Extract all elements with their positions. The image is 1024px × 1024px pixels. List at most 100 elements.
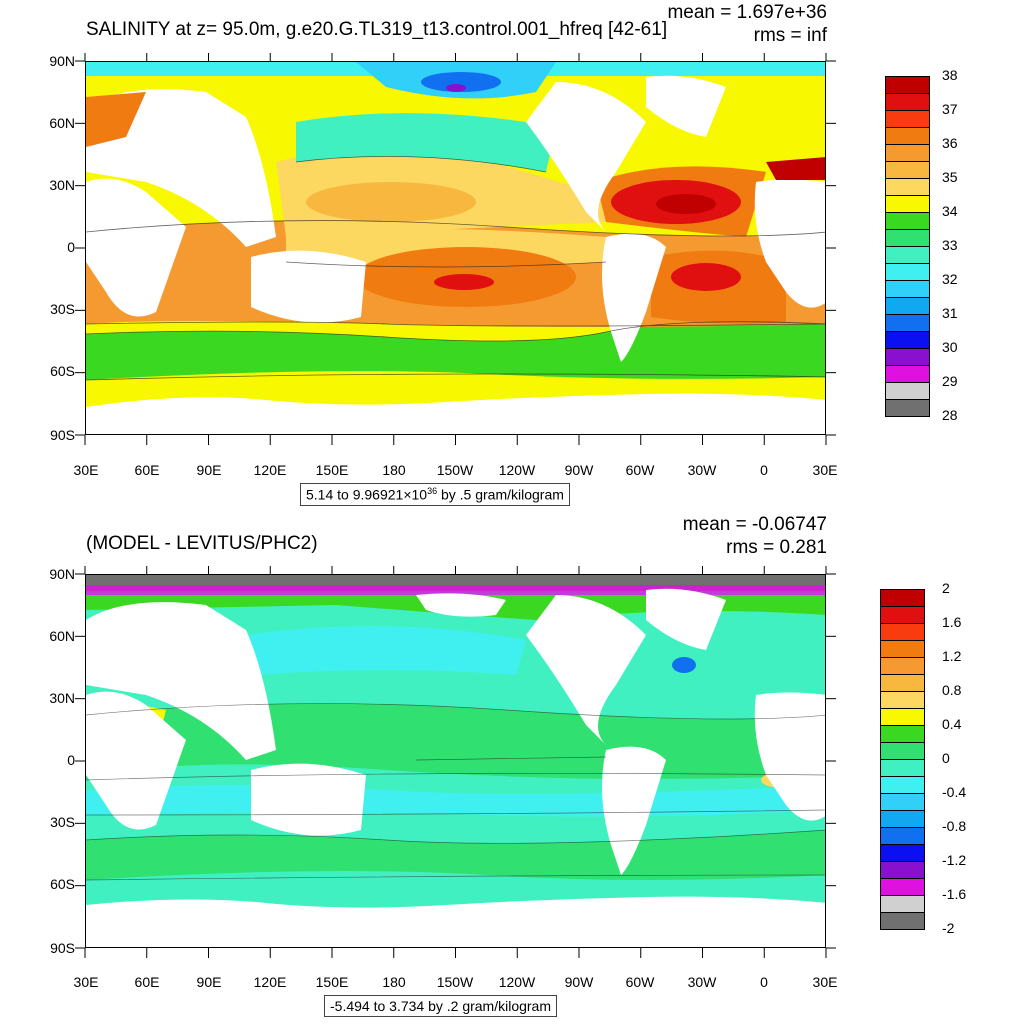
lon-label: 60W	[625, 462, 655, 478]
colorbar-cell	[880, 708, 925, 726]
colorbar-cell	[885, 399, 930, 417]
colorbar-label: 0	[942, 750, 950, 766]
colorbar-cell	[885, 348, 930, 366]
colorbar-cell	[885, 212, 930, 230]
lon-label: 150W	[436, 974, 474, 990]
colorbar-cell	[885, 382, 930, 400]
lat-label: 90N	[49, 566, 75, 582]
lon-label: 30W	[687, 462, 717, 478]
colorbar-label: -0.4	[942, 784, 967, 800]
lon-label: 180	[382, 974, 406, 990]
lon-label: 0	[760, 462, 768, 478]
salinity-panel: SALINITY at z= 95.0m, g.e20.G.TL319_t13.…	[49, 2, 958, 506]
colorbar-label: 0.8	[942, 682, 962, 698]
lon-label: 60E	[134, 462, 160, 478]
range-exponent: 36	[427, 486, 438, 496]
lon-label: 90E	[196, 462, 222, 478]
panel-title: (MODEL - LEVITUS/PHC2)	[86, 533, 318, 554]
colorbar-label: 1.2	[942, 648, 962, 664]
lat-label: 60N	[49, 628, 75, 644]
mean-stat: mean = -0.06747	[682, 514, 827, 535]
lon-label: 120W	[498, 462, 536, 478]
colorbar-cell	[885, 93, 930, 111]
colorbar-cell	[885, 331, 930, 349]
lon-label: 30E	[73, 462, 99, 478]
colorbar-cell	[880, 674, 925, 692]
lat-label: 60N	[49, 115, 75, 131]
lat-label: 90S	[50, 940, 75, 956]
colorbar-cell	[885, 178, 930, 196]
colorbar-cell	[885, 297, 930, 315]
colorbar-cell	[885, 314, 930, 332]
lat-label: 60S	[50, 876, 75, 892]
lat-label: 60S	[50, 363, 75, 379]
colorbar-label: 29	[942, 373, 958, 389]
colorbar-label: -0.8	[942, 818, 967, 834]
rms-stat: rms = inf	[753, 25, 827, 46]
panel-title: SALINITY at z= 95.0m, g.e20.G.TL319_t13.…	[86, 19, 668, 40]
colorbar-label: 0.4	[942, 716, 962, 732]
colorbar-label: -1.6	[942, 886, 967, 902]
lat-label: 30S	[50, 301, 75, 317]
colorbar-cell	[885, 76, 930, 94]
colorbar-cell	[880, 844, 925, 862]
lon-label: 60W	[625, 974, 655, 990]
lon-label: 150E	[315, 974, 349, 990]
colorbar-cell	[880, 623, 925, 641]
colorbar-label: 2	[942, 580, 950, 596]
range-suffix: by .5 gram/kilogram	[437, 486, 564, 503]
colorbar-cell	[885, 161, 930, 179]
lon-label: 30E	[812, 974, 838, 990]
colorbar-label: 28	[942, 407, 958, 423]
colorbar-cell	[880, 606, 925, 624]
rms-stat: rms = 0.281	[726, 537, 827, 558]
salinity-map	[85, 61, 826, 435]
colorbar-label: 36	[942, 135, 958, 151]
colorbar-label: 34	[942, 203, 958, 219]
colorbar-cell	[880, 657, 925, 675]
range-prefix: 5.14 to 9.96921	[306, 486, 404, 503]
mean-stat: mean = 1.697e+36	[667, 2, 827, 23]
lat-label: 30N	[49, 690, 75, 706]
contour-range-box: -5.494 to 3.734 by .2 gram/kilogram	[324, 995, 558, 1017]
lon-label: 60E	[134, 974, 160, 990]
lon-label: 120E	[253, 974, 287, 990]
colorbar-cell	[880, 827, 925, 845]
colorbar-cell	[880, 725, 925, 743]
colorbar-label: 38	[942, 67, 958, 83]
lon-label: 30E	[73, 974, 99, 990]
colorbar-label: 32	[942, 271, 958, 287]
colorbar-label: -2	[942, 920, 955, 936]
colorbar-cell	[880, 878, 925, 896]
colorbar-cell	[880, 742, 925, 760]
lon-label: 120E	[253, 462, 287, 478]
lon-label: 90W	[564, 462, 594, 478]
colorbar-cell	[885, 127, 930, 145]
colorbar-cell	[880, 640, 925, 658]
colorbar-cell	[880, 810, 925, 828]
colorbar-cell	[885, 195, 930, 213]
lat-label: 0	[67, 239, 75, 255]
colorbar-cell	[880, 776, 925, 794]
lon-label: 30W	[687, 974, 717, 990]
colorbar-cell	[885, 144, 930, 162]
difference-map	[85, 574, 826, 948]
salinity-field	[86, 62, 825, 434]
colorbar-label: 30	[942, 339, 958, 355]
colorbar-cell	[880, 589, 925, 607]
lat-label: 90S	[50, 427, 75, 443]
lon-label: 30E	[812, 462, 838, 478]
colorbar-cell	[885, 110, 930, 128]
colorbar-cell	[880, 759, 925, 777]
colorbar-cell	[880, 912, 925, 930]
lon-label: 0	[760, 974, 768, 990]
lon-label: 90W	[564, 974, 594, 990]
colorbar-cell	[880, 895, 925, 913]
lon-label: 120W	[498, 974, 536, 990]
colorbar-cell	[880, 861, 925, 879]
difference-panel: (MODEL - LEVITUS/PHC2) mean = -0.06747 r…	[0, 512, 1024, 1024]
range-times: ×10	[403, 486, 428, 503]
colorbar-label: 1.6	[942, 614, 962, 630]
lon-label: 150E	[315, 462, 349, 478]
lon-label: 90E	[196, 974, 222, 990]
